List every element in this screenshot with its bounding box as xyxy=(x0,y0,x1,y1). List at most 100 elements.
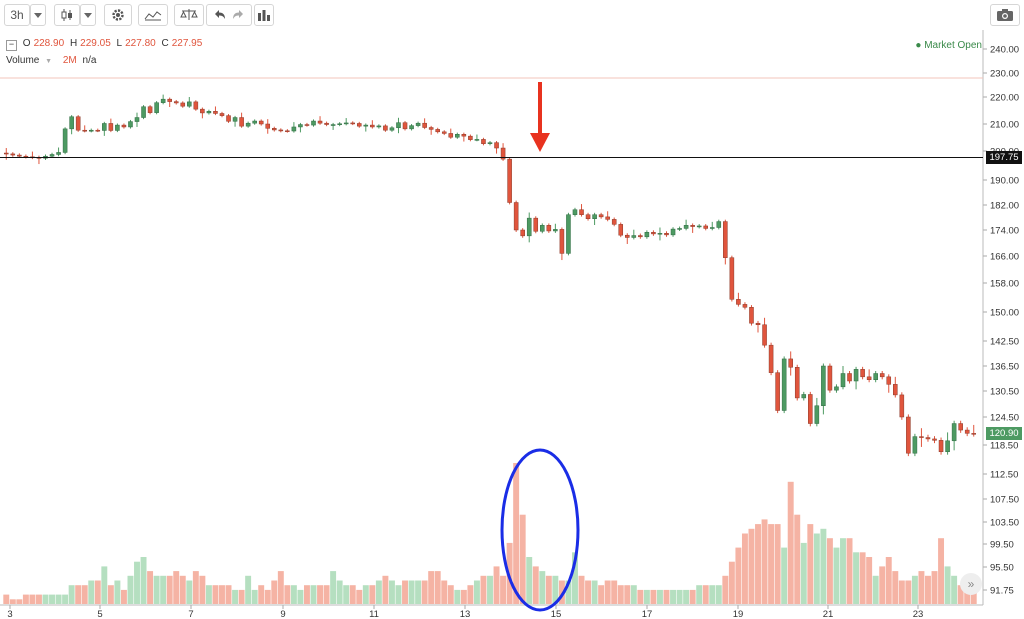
candle-body xyxy=(585,214,591,219)
volume-label[interactable]: Volume xyxy=(6,55,40,66)
candle-body xyxy=(330,124,336,126)
volume-bar xyxy=(532,566,539,604)
price-axis-label: 95.50 xyxy=(990,563,1014,574)
candle-body xyxy=(213,111,218,114)
candle-body xyxy=(566,214,571,254)
candle-body xyxy=(200,108,205,114)
volume-bar xyxy=(16,599,23,604)
volume-bar xyxy=(656,589,663,604)
volume-bar xyxy=(683,589,690,604)
candle-body xyxy=(513,202,519,231)
volume-bar xyxy=(271,580,278,604)
volume-bar xyxy=(251,589,258,604)
volume-bar xyxy=(898,580,905,604)
volume-bar xyxy=(107,585,114,604)
volume-bar xyxy=(585,580,592,604)
redo-icon[interactable] xyxy=(232,10,244,20)
candle-body xyxy=(814,405,820,424)
price-axis-label: 130.50 xyxy=(990,387,1019,398)
candle-body xyxy=(644,232,650,238)
price-axis-label: 166.00 xyxy=(990,252,1019,263)
price-axis-label: 220.00 xyxy=(990,93,1019,104)
volume-bar xyxy=(317,585,324,604)
volume-bar xyxy=(840,538,846,604)
volume-dropdown-icon[interactable]: ▼ xyxy=(45,58,53,65)
volume-bar xyxy=(892,571,899,604)
volume-bar xyxy=(336,580,343,604)
candle-body xyxy=(945,440,950,453)
candle-body xyxy=(873,373,878,380)
annotation-arrow-head xyxy=(530,133,550,152)
camera-icon[interactable] xyxy=(990,4,1020,26)
candle-body xyxy=(173,101,179,104)
collapse-legend-icon[interactable]: − xyxy=(6,40,17,51)
candle-body xyxy=(448,133,454,138)
candle-body xyxy=(533,217,539,232)
close-label: C xyxy=(161,38,169,49)
volume-bar xyxy=(140,557,147,604)
candle-body xyxy=(474,139,480,141)
annotation-volume-ellipse xyxy=(500,448,580,612)
candle-body xyxy=(324,122,329,125)
candle-body xyxy=(716,221,722,228)
dropdown-icon[interactable] xyxy=(80,4,96,26)
undo-redo-group xyxy=(206,4,252,26)
interval-dropdown-icon[interactable] xyxy=(30,4,46,26)
candle-body xyxy=(572,209,578,215)
candle-style-icon[interactable] xyxy=(54,4,80,26)
volume-bar xyxy=(42,594,49,604)
candle-body xyxy=(350,122,356,125)
candle-body xyxy=(206,111,212,114)
volume-bar xyxy=(415,580,422,604)
volume-bar xyxy=(846,538,853,604)
time-axis-label: 17 xyxy=(642,609,653,619)
volume-bar xyxy=(925,575,931,604)
candle-body xyxy=(938,440,944,453)
undo-icon[interactable] xyxy=(214,10,226,20)
time-axis-label: 7 xyxy=(188,609,193,619)
candle-body xyxy=(370,124,375,128)
volume-bar xyxy=(290,585,297,604)
candle-body xyxy=(500,147,506,160)
double-chevron-right-icon: » xyxy=(967,577,975,591)
candle-body xyxy=(723,221,728,258)
volume-bar xyxy=(349,585,356,604)
candle-body xyxy=(598,214,604,218)
volume-bar xyxy=(833,547,840,604)
volume-bar xyxy=(617,585,624,604)
volume-bar xyxy=(212,585,219,604)
candle-body xyxy=(239,117,244,127)
volume-bar xyxy=(375,580,382,604)
candle-body xyxy=(402,122,408,130)
candle-body xyxy=(729,257,735,300)
candle-body xyxy=(422,122,427,128)
bar-chart-icon[interactable] xyxy=(254,4,274,26)
interval-button[interactable]: 3h xyxy=(4,4,30,26)
volume-bar xyxy=(29,594,36,604)
volume-bar xyxy=(258,585,265,604)
annotation-arrow-shaft xyxy=(538,82,542,134)
candle-body xyxy=(494,142,499,149)
volume-bar xyxy=(441,580,448,604)
scroll-to-latest-button[interactable]: » xyxy=(960,573,982,595)
volume-bar xyxy=(186,580,193,604)
settings-gear-icon[interactable] xyxy=(104,4,132,26)
volume-bar xyxy=(761,519,768,604)
volume-bar xyxy=(709,585,716,604)
indicators-icon[interactable] xyxy=(138,4,168,26)
price-axis-label: 91.75 xyxy=(990,586,1014,597)
volume-bar xyxy=(911,575,918,604)
candlestick-chart[interactable]: 240.00230.00220.00210.00200.00190.00182.… xyxy=(0,30,1024,619)
volume-bar xyxy=(219,585,225,604)
candle-body xyxy=(285,130,290,132)
volume-bar xyxy=(225,585,232,604)
candle-body xyxy=(487,142,493,144)
volume-bar xyxy=(781,547,788,604)
compare-icon[interactable] xyxy=(174,4,204,26)
candle-body xyxy=(781,358,787,411)
candle-body xyxy=(187,101,192,107)
candle-body xyxy=(232,117,238,122)
candle-body xyxy=(808,394,813,424)
volume-bar xyxy=(3,594,10,604)
volume-bar xyxy=(362,585,369,604)
